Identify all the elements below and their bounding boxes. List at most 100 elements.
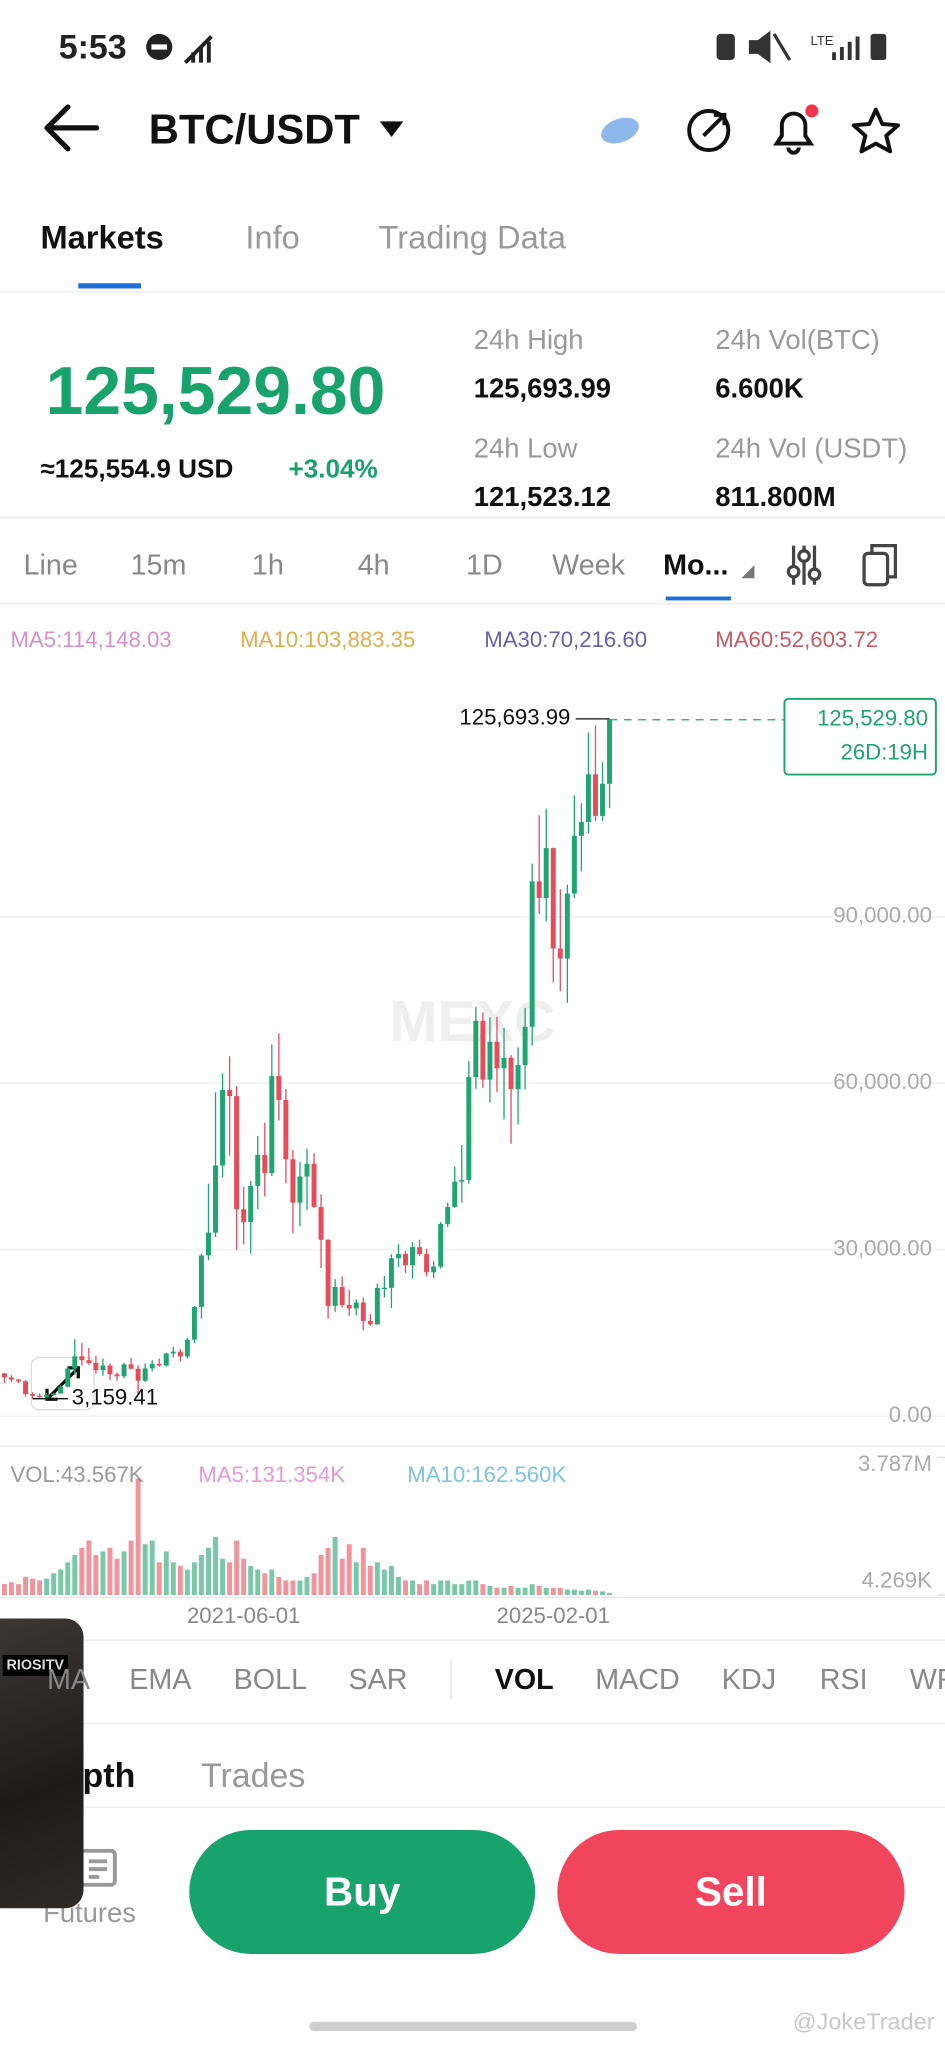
candle-body bbox=[248, 1185, 254, 1223]
candle-body bbox=[177, 1351, 183, 1357]
chart-tools[interactable] bbox=[783, 540, 914, 590]
indicator-option[interactable]: VOL bbox=[494, 1662, 554, 1696]
candle-body bbox=[184, 1339, 190, 1357]
price-change: +3.04% bbox=[288, 455, 378, 485]
candle-body bbox=[459, 1179, 465, 1182]
volume-bar bbox=[346, 1544, 352, 1596]
interval-option[interactable]: 15m bbox=[130, 548, 187, 581]
back-button[interactable] bbox=[39, 102, 104, 154]
candle-body bbox=[255, 1154, 261, 1186]
candle-body bbox=[93, 1362, 99, 1371]
sell-button[interactable]: Sell bbox=[557, 1829, 905, 1954]
stat-label: 24h Vol (USDT) bbox=[715, 433, 908, 465]
candle-body bbox=[65, 1368, 71, 1387]
volume-bar bbox=[255, 1569, 261, 1596]
tab-underline bbox=[78, 283, 141, 289]
volume-bar bbox=[206, 1547, 211, 1596]
interval-dropdown[interactable] bbox=[739, 564, 757, 580]
indicator-option[interactable]: EMA bbox=[129, 1662, 192, 1696]
indicator-option[interactable]: KDJ bbox=[721, 1662, 777, 1696]
volume-bar bbox=[269, 1569, 275, 1596]
volume-bar bbox=[431, 1584, 437, 1596]
volume-bar bbox=[149, 1540, 155, 1596]
indicator-option[interactable]: MA bbox=[46, 1662, 91, 1696]
candle-body bbox=[585, 774, 591, 823]
indicator-option[interactable]: SAR bbox=[348, 1662, 408, 1696]
candle-body bbox=[346, 1304, 352, 1309]
video-overlay[interactable]: RIOSITV bbox=[0, 1618, 84, 1909]
volume-bar bbox=[227, 1562, 233, 1596]
candle-body bbox=[79, 1356, 85, 1361]
interval-option[interactable]: 1D bbox=[465, 548, 503, 581]
divider bbox=[0, 603, 945, 605]
volume-bar bbox=[107, 1547, 113, 1596]
divider bbox=[0, 1722, 945, 1725]
volume-bar bbox=[529, 1584, 535, 1596]
volume-bar bbox=[325, 1547, 331, 1596]
candle-body bbox=[360, 1302, 366, 1321]
indicator-option[interactable]: BOLL bbox=[233, 1662, 308, 1696]
indicator-option[interactable]: MACD bbox=[595, 1662, 680, 1696]
volume-bar bbox=[417, 1584, 423, 1596]
interval-option[interactable]: 4h bbox=[357, 548, 390, 581]
pair-title[interactable]: BTC/USDT bbox=[148, 105, 360, 153]
volume-bar bbox=[557, 1587, 563, 1596]
volume-bar bbox=[585, 1589, 591, 1596]
volume-bar bbox=[86, 1540, 92, 1596]
volume-bar bbox=[16, 1584, 21, 1596]
y-tick-label: 30,000.00 bbox=[833, 1236, 932, 1261]
bottom-tab[interactable]: Trades bbox=[201, 1755, 306, 1795]
volume-bar bbox=[445, 1580, 451, 1596]
volume-bar bbox=[220, 1558, 226, 1596]
buy-button[interactable]: Buy bbox=[189, 1829, 536, 1954]
candle-body bbox=[107, 1365, 113, 1375]
volume-bar bbox=[276, 1576, 282, 1596]
tab[interactable]: Trading Data bbox=[378, 219, 566, 257]
volume-bar bbox=[403, 1580, 408, 1596]
candle-body bbox=[480, 1020, 486, 1080]
candle-body bbox=[276, 1076, 282, 1100]
countdown-label: 26D:19H bbox=[841, 740, 929, 765]
candle-body bbox=[86, 1360, 92, 1363]
tab[interactable]: Markets bbox=[40, 219, 164, 257]
candle-body bbox=[564, 893, 570, 959]
tab[interactable]: Info bbox=[245, 219, 300, 257]
interval-option[interactable]: 1h bbox=[251, 548, 284, 581]
divider bbox=[0, 291, 945, 293]
candle-body bbox=[128, 1364, 134, 1369]
pair-dropdown[interactable] bbox=[379, 119, 405, 140]
volume-bar bbox=[156, 1562, 162, 1596]
volume-bar bbox=[339, 1558, 345, 1596]
high-label: 125,693.99 bbox=[459, 705, 570, 730]
indicator-option[interactable]: WR bbox=[909, 1662, 945, 1696]
interval-option[interactable]: Mo... bbox=[663, 548, 729, 581]
indicator-option[interactable]: RSI bbox=[819, 1662, 868, 1696]
volume-bar bbox=[51, 1573, 57, 1596]
volume-bar bbox=[452, 1584, 458, 1596]
candle-body bbox=[220, 1089, 226, 1166]
candle-body bbox=[206, 1232, 211, 1256]
candle-body bbox=[592, 774, 598, 816]
nav-icons bbox=[601, 104, 900, 155]
candle-body bbox=[501, 1057, 507, 1069]
interval-option[interactable]: Week bbox=[552, 548, 626, 581]
watermark: @JokeTrader bbox=[792, 2008, 935, 2035]
volume-bar bbox=[607, 1592, 613, 1596]
volume-bar bbox=[473, 1580, 479, 1596]
volume-bar bbox=[290, 1580, 296, 1596]
candle-body bbox=[44, 1395, 50, 1398]
candle-body bbox=[16, 1379, 21, 1382]
stat-value: 811.800M bbox=[715, 482, 836, 513]
interval-underline bbox=[665, 596, 731, 601]
volume-bar bbox=[410, 1580, 416, 1596]
volume-bar bbox=[550, 1587, 556, 1596]
volume-bar bbox=[522, 1587, 528, 1596]
interval-option[interactable]: Line bbox=[23, 548, 78, 581]
volume-bar bbox=[79, 1547, 85, 1596]
candle-body bbox=[487, 1041, 493, 1080]
candle-body bbox=[374, 1287, 380, 1325]
candle-body bbox=[227, 1089, 233, 1097]
candle-body bbox=[339, 1286, 345, 1305]
candle-body bbox=[445, 1206, 451, 1224]
